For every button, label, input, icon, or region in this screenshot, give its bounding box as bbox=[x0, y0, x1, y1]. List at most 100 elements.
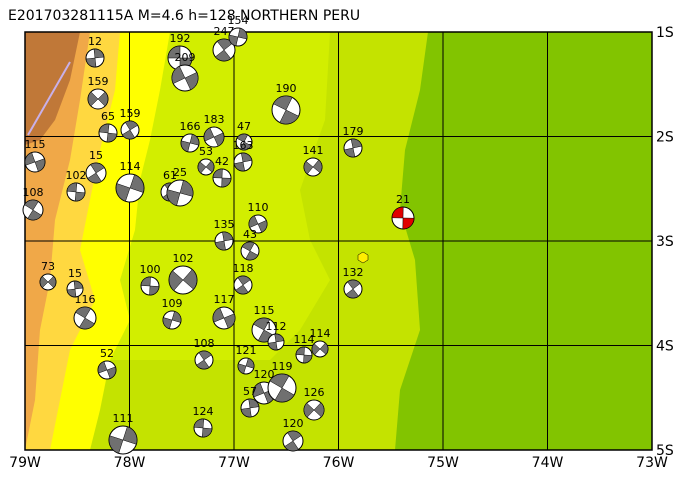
focal-mechanism: 43 bbox=[240, 228, 260, 261]
event-label: 42 bbox=[215, 155, 229, 168]
focal-mechanism: 119 bbox=[267, 360, 297, 403]
focal-mechanism: 124 bbox=[193, 405, 214, 438]
focal-mechanism: 141 bbox=[303, 144, 324, 177]
event-label: 114 bbox=[310, 327, 331, 340]
station-marker bbox=[357, 251, 369, 264]
event-label: 159 bbox=[88, 75, 109, 88]
compressional-quadrant bbox=[97, 361, 117, 379]
event-label: 114 bbox=[120, 160, 141, 173]
focal-mechanism: 15 bbox=[85, 149, 107, 184]
focal-mechanism: 163 bbox=[233, 139, 254, 172]
focal-mechanism: 192 bbox=[167, 32, 193, 71]
compressional-quadrant bbox=[311, 342, 329, 356]
focal-mechanism: 190 bbox=[271, 82, 301, 125]
compressional-quadrant bbox=[168, 269, 198, 291]
compressional-quadrant bbox=[212, 168, 232, 188]
compressional-quadrant bbox=[87, 162, 105, 184]
focal-mechanism: 42 bbox=[212, 155, 232, 188]
focal-mechanism: 154 bbox=[228, 14, 249, 47]
plot-frame bbox=[24, 31, 653, 451]
compressional-quadrant bbox=[269, 373, 295, 403]
compressional-quadrant bbox=[24, 199, 42, 221]
event-label: 114 bbox=[294, 333, 315, 346]
compressional-quadrant bbox=[140, 276, 160, 296]
compressional-quadrant bbox=[162, 310, 182, 330]
event-label: 120 bbox=[283, 417, 304, 430]
focal-mechanism: 53 bbox=[197, 145, 215, 176]
focal-mechanism: 21 bbox=[391, 193, 415, 230]
event-label: 15 bbox=[89, 149, 103, 162]
focal-mechanism: 108 bbox=[194, 337, 215, 370]
compressional-quadrant bbox=[166, 180, 194, 206]
compressional-quadrant bbox=[248, 215, 268, 233]
event-label: 25 bbox=[173, 166, 187, 179]
compressional-quadrant bbox=[236, 133, 252, 151]
compressional-quadrant bbox=[115, 174, 145, 202]
event-label: 15 bbox=[68, 267, 82, 280]
event-label: 65 bbox=[101, 110, 115, 123]
event-label: 53 bbox=[199, 145, 213, 158]
focal-mechanism: 15 bbox=[66, 267, 84, 298]
x-tick-label: 73W bbox=[636, 455, 668, 471]
event-label: 179 bbox=[343, 125, 364, 138]
focal-mechanism: 114 bbox=[310, 327, 331, 358]
focal-mechanism: 25 bbox=[166, 166, 194, 207]
event-label: 159 bbox=[120, 107, 141, 120]
event-label: 132 bbox=[343, 266, 364, 279]
focal-mechanism: 100 bbox=[140, 263, 161, 296]
focal-mechanism: 109 bbox=[162, 297, 183, 330]
event-label: 52 bbox=[100, 347, 114, 360]
focal-mechanism: 102 bbox=[168, 252, 198, 295]
focal-mechanism: 52 bbox=[97, 347, 117, 380]
event-label: 166 bbox=[180, 120, 201, 133]
y-tick-label: 1S bbox=[656, 25, 674, 41]
focal-mechanism: 126 bbox=[303, 386, 325, 421]
compressional-quadrant bbox=[241, 241, 259, 261]
event-label: 12 bbox=[88, 35, 102, 48]
compressional-quadrant bbox=[24, 152, 46, 172]
focal-mechanism: 108 bbox=[22, 186, 44, 221]
compressional-quadrant bbox=[66, 280, 84, 298]
y-tick-label: 3S bbox=[656, 234, 674, 250]
x-tick-label: 78W bbox=[114, 455, 146, 471]
focal-mechanism: 117 bbox=[212, 293, 236, 330]
event-label: 141 bbox=[303, 144, 324, 157]
compressional-quadrant bbox=[233, 152, 253, 172]
event-label: 111 bbox=[113, 412, 134, 425]
focal-mechanism: 132 bbox=[343, 266, 364, 299]
compressional-quadrant bbox=[171, 65, 199, 91]
y-tick-label: 5S bbox=[656, 443, 674, 459]
x-tick-label: 77W bbox=[218, 455, 250, 471]
focal-mechanism: 116 bbox=[73, 293, 97, 330]
y-tick-label: 4S bbox=[656, 339, 674, 355]
focal-mechanism: 118 bbox=[233, 262, 254, 295]
compressional-quadrant bbox=[303, 402, 325, 418]
compressional-quadrant bbox=[85, 48, 105, 68]
compressional-quadrant bbox=[273, 95, 299, 125]
focal-mechanism: 114 bbox=[115, 160, 145, 203]
event-label: 135 bbox=[214, 218, 235, 231]
event-label: 102 bbox=[66, 169, 87, 182]
compressional-quadrant bbox=[98, 123, 118, 143]
event-label: 192 bbox=[170, 32, 191, 45]
compressional-quadrant bbox=[203, 127, 225, 147]
event-label: 61 bbox=[163, 169, 177, 182]
event-label: 43 bbox=[243, 228, 257, 241]
compressional-quadrant bbox=[196, 350, 212, 370]
focal-mechanism: 183 bbox=[203, 113, 225, 148]
event-label: 100 bbox=[140, 263, 161, 276]
focal-mechanism: 209 bbox=[171, 51, 199, 92]
focal-mechanism: 115 bbox=[24, 138, 46, 173]
compressional-quadrant bbox=[267, 333, 285, 351]
compressional-quadrant bbox=[303, 159, 323, 175]
focal-mechanism: 111 bbox=[108, 412, 138, 455]
event-label: 108 bbox=[23, 186, 44, 199]
compressional-quadrant bbox=[343, 138, 363, 158]
focal-mechanism: 166 bbox=[180, 120, 201, 153]
grid bbox=[25, 32, 652, 450]
event-label: 154 bbox=[228, 14, 249, 27]
y-tick-label: 2S bbox=[656, 130, 674, 146]
event-label: 163 bbox=[233, 139, 254, 152]
event-label: 115 bbox=[254, 304, 275, 317]
